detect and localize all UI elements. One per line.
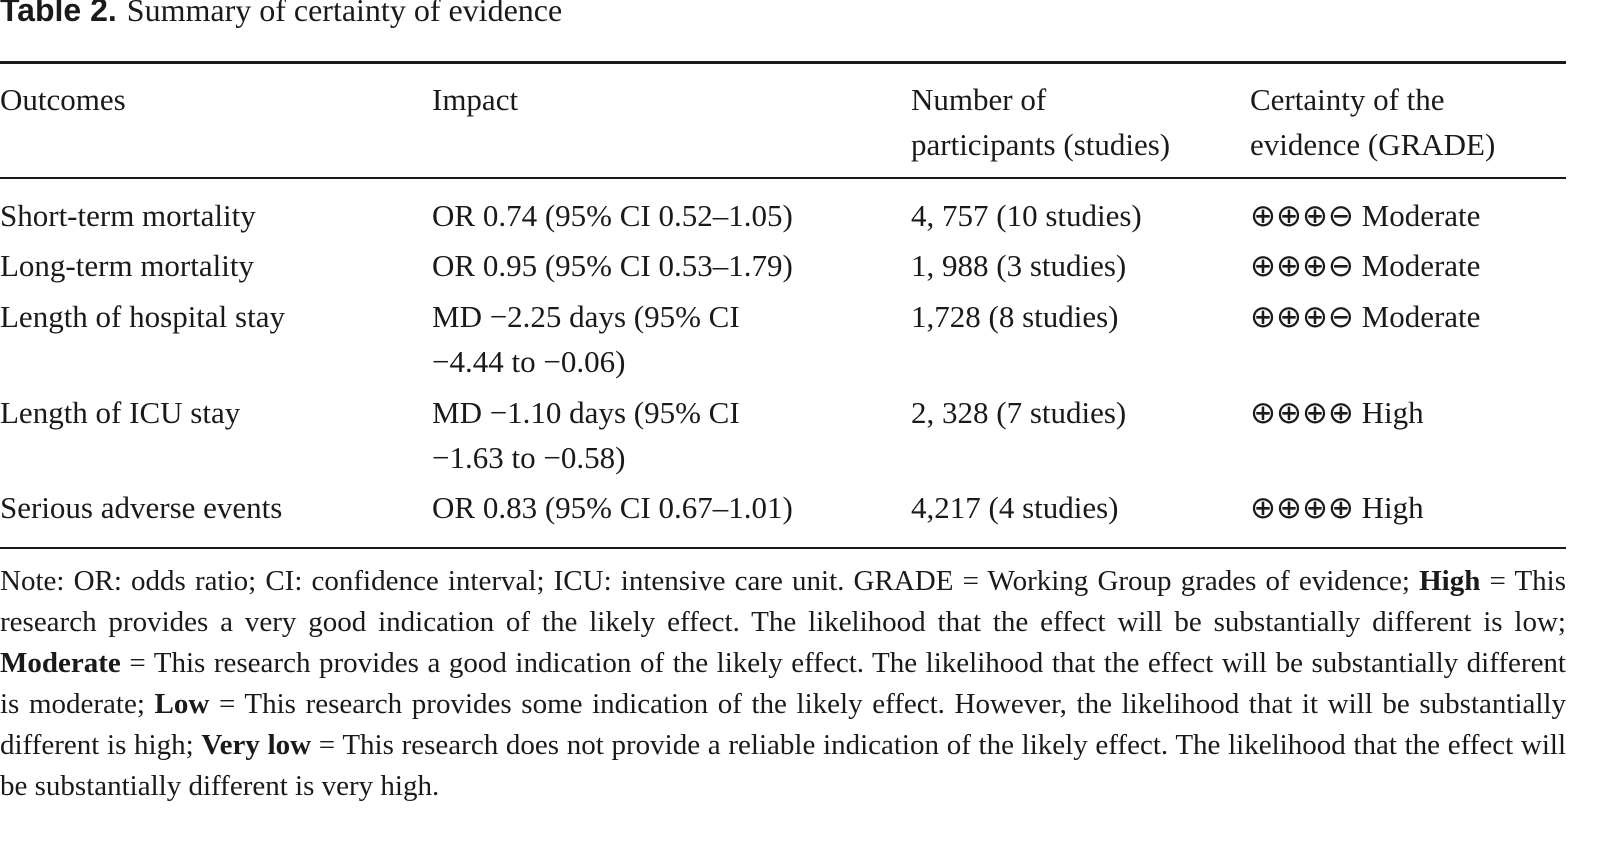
note-text-3: = This research provides a good indicati…	[0, 647, 1566, 720]
row-2-certainty: ⊕⊕⊕⊖ Moderate	[1250, 248, 1481, 283]
header-participants-line2: participants (studies)	[911, 127, 1171, 162]
row-3-outcome: Length of hospital stay	[0, 299, 285, 334]
row-5-certainty: ⊕⊕⊕⊕ High	[1250, 490, 1424, 525]
row-3-certainty: ⊕⊕⊕⊖ Moderate	[1250, 299, 1481, 334]
header-rule	[0, 177, 1566, 179]
header-outcomes: Outcomes	[0, 82, 126, 117]
note-text-2: = This research provides a very good ind…	[0, 565, 1567, 638]
note-text-1: Note: OR: odds ratio; CI: confidence int…	[0, 565, 1420, 597]
row-4-certainty: ⊕⊕⊕⊕ High	[1250, 395, 1424, 430]
header-certainty-line2: evidence (GRADE)	[1250, 127, 1496, 162]
table-title: Summary of certainty of evidence	[126, 0, 563, 28]
row-3-participants: 1,728 (8 studies)	[911, 299, 1119, 334]
row-1-impact: OR 0.74 (95% CI 0.52–1.05)	[432, 198, 793, 233]
row-3-impact-line2: −4.44 to −0.06)	[432, 344, 626, 379]
row-5-outcome: Serious adverse events	[0, 490, 283, 525]
row-1-certainty: ⊕⊕⊕⊖ Moderate	[1250, 198, 1481, 233]
row-4-outcome: Length of ICU stay	[0, 395, 241, 430]
table-caption: Table 2. Summary of certainty of evidenc…	[0, 0, 562, 29]
header-certainty-line1: Certainty of the	[1250, 82, 1445, 117]
row-5-participants: 4,217 (4 studies)	[911, 490, 1119, 525]
table-footnote: Note: OR: odds ratio; CI: confidence int…	[0, 561, 1566, 807]
row-4-impact-line1: MD −1.10 days (95% CI	[432, 395, 740, 430]
row-2-participants: 1, 988 (3 studies)	[911, 248, 1127, 283]
note-text-5: = This research does not provide a relia…	[0, 729, 1566, 802]
row-2-impact: OR 0.95 (95% CI 0.53–1.79)	[432, 248, 793, 283]
row-1-outcome: Short-term mortality	[0, 198, 256, 233]
row-5-impact: OR 0.83 (95% CI 0.67–1.01)	[432, 490, 793, 525]
row-4-participants: 2, 328 (7 studies)	[911, 395, 1127, 430]
note-low-label: Low	[154, 688, 210, 720]
note-text-4: = This research provides some indication…	[0, 688, 1566, 761]
row-2-outcome: Long-term mortality	[0, 248, 254, 283]
bottom-rule	[0, 547, 1566, 549]
note-high-label: High	[1419, 565, 1481, 597]
note-moderate-label: Moderate	[0, 647, 121, 679]
top-rule	[0, 61, 1566, 64]
header-participants-line1: Number of	[911, 82, 1047, 117]
row-1-participants: 4, 757 (10 studies)	[911, 198, 1142, 233]
row-3-impact-line1: MD −2.25 days (95% CI	[432, 299, 740, 334]
header-impact: Impact	[432, 82, 519, 117]
table-number: Table 2.	[0, 0, 117, 28]
row-4-impact-line2: −1.63 to −0.58)	[432, 440, 626, 475]
note-verylow-label: Very low	[201, 729, 312, 761]
